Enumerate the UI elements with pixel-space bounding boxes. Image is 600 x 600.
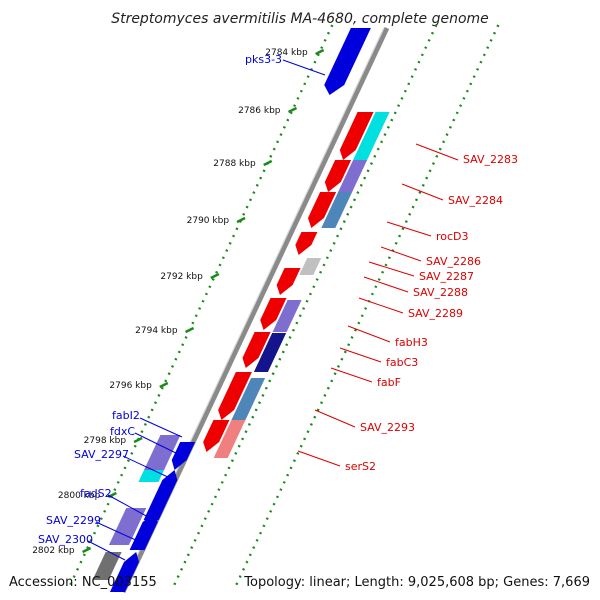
gene-label-right[interactable]: SAV_2284 (448, 194, 503, 207)
gene-callout-line (314, 409, 356, 428)
gene-callout-line (122, 455, 171, 479)
scale-tick-label: 2786 kbp (238, 106, 281, 116)
gene-callout-line (339, 347, 382, 363)
scale-tick-mark (185, 326, 195, 334)
gene-feature-rocd3-b (321, 192, 353, 228)
gene-callout-line (330, 367, 373, 383)
gene-feature-pks3-3 (324, 28, 371, 95)
scale-tick-mark (315, 48, 325, 56)
gene-feature-sav-2300-a (122, 552, 139, 566)
gene-label-right[interactable]: fabH3 (395, 336, 428, 349)
gene-feature-sav-2286 (295, 232, 318, 255)
gene-feature-fabh3 (272, 300, 302, 332)
gene-feature-sav-2293 (218, 372, 252, 420)
gene-feature-fdxc (138, 470, 165, 482)
gene-label-right[interactable]: fabF (377, 376, 401, 389)
scale-tick-label: 2798 kbp (84, 436, 127, 446)
gene-callout-line (95, 521, 141, 543)
scale-tick-mark (133, 436, 143, 444)
gene-callout-line (107, 494, 151, 519)
gene-callout-line (282, 59, 326, 76)
gene-callout-line (358, 297, 404, 314)
gene-callout-line (87, 540, 126, 561)
gene-callout-line (368, 261, 415, 277)
scale-tick-label: 2788 kbp (213, 159, 256, 169)
gene-label-left[interactable]: fdxC (110, 425, 135, 438)
scale-tick-mark (236, 216, 246, 224)
gene-features (92, 28, 390, 592)
scale-ticks: 2784 kbp 2786 kbp 2788 kbp 2790 kbp 2792 kbp… (32, 48, 325, 556)
scale-tick-label: 2800 kbp (58, 491, 101, 501)
gene-label-right[interactable]: SAV_2286 (426, 255, 481, 268)
gene-label-right[interactable]: rocD3 (436, 230, 469, 243)
gene-callout-line (134, 432, 181, 456)
gene-feature-gray (92, 552, 122, 580)
scale-tick-label: 2790 kbp (187, 216, 230, 226)
gene-feature-rocd3 (307, 192, 337, 228)
scale-tick-mark (159, 381, 169, 389)
scale-tick-label: 2794 kbp (135, 326, 178, 336)
gene-label-right[interactable]: serS2 (345, 460, 376, 473)
gene-feature-sav-2284 (324, 160, 352, 192)
gene-feature-fabf (253, 333, 287, 372)
gene-callout-line (363, 276, 409, 293)
gene-callout-line (386, 221, 432, 237)
gene-feature-fads2 (108, 508, 147, 545)
gene-feature-sav-2284-b (338, 160, 368, 192)
gene-label-right[interactable]: SAV_2293 (360, 421, 415, 434)
gene-feature-sav-2288 (276, 268, 301, 295)
gene-feature-fabi2 (144, 435, 181, 470)
gene-label-right[interactable]: SAV_2288 (413, 286, 468, 299)
gene-label-left[interactable]: SAV_2300 (38, 533, 93, 546)
grid-lines (69, 24, 500, 586)
right-gene-labels: SAV_2283 SAV_2284 rocD3 SAV_2286 SAV_2287 SAV… (297, 143, 518, 473)
scale-tick-label: 2784 kbp (265, 48, 308, 58)
gene-label-right[interactable]: SAV_2283 (463, 153, 518, 166)
gene-label-left[interactable]: pks3-3 (245, 53, 282, 66)
gene-feature-sav-2297-a (171, 442, 196, 470)
gene-feature-sav-2283 (339, 112, 374, 160)
gene-callout-line (297, 450, 341, 467)
grid-line (173, 24, 438, 586)
scale-tick-label: 2802 kbp (32, 546, 75, 556)
gene-label-right[interactable]: SAV_2289 (408, 307, 463, 320)
gene-label-left[interactable]: fabI2 (112, 409, 140, 422)
gene-label-right[interactable]: SAV_2287 (419, 270, 474, 283)
gene-feature-sav-2283-b (353, 112, 390, 160)
scale-tick-mark (82, 546, 92, 554)
gene-callout-line (415, 143, 459, 161)
scale-tick-mark (287, 106, 298, 114)
scale-tick-mark (210, 272, 220, 280)
scale-tick-label: 2792 kbp (160, 272, 203, 282)
gene-label-left[interactable]: SAV_2297 (74, 448, 129, 461)
gene-feature-sav-2297-b (143, 470, 178, 520)
left-gene-labels: pks3-3 fabI2 fdxC SAV_2297 fadS2 SAV_2299 SAV_… (38, 53, 326, 561)
gene-callout-line (401, 183, 444, 201)
gene-feature-sav-2287 (299, 258, 322, 275)
gene-feature-sav-2293-c (203, 420, 230, 452)
genome-summary: Topology: linear; Length: 9,025,608 bp; … (243, 575, 590, 590)
scale-tick-label: 2796 kbp (109, 381, 152, 391)
gene-feature-sav-2300-b (109, 566, 138, 592)
gene-callout-line (380, 246, 422, 262)
accession-label: Accession: NC_003155 (9, 575, 157, 590)
gene-label-left[interactable]: fadS2 (80, 487, 112, 500)
gene-label-left[interactable]: SAV_2299 (46, 514, 101, 527)
gene-feature-sers2 (213, 420, 246, 458)
scale-tick-mark (263, 159, 273, 167)
gene-feature-sav-2289 (260, 298, 287, 330)
map-title: Streptomyces avermitilis MA-4680, comple… (111, 11, 489, 27)
gene-label-right[interactable]: fabC3 (386, 356, 418, 369)
gene-feature-fabc3 (242, 332, 271, 368)
gene-feature-sav-2293-b (231, 378, 266, 420)
gene-callout-line (139, 417, 183, 438)
gene-callout-line (347, 325, 391, 343)
